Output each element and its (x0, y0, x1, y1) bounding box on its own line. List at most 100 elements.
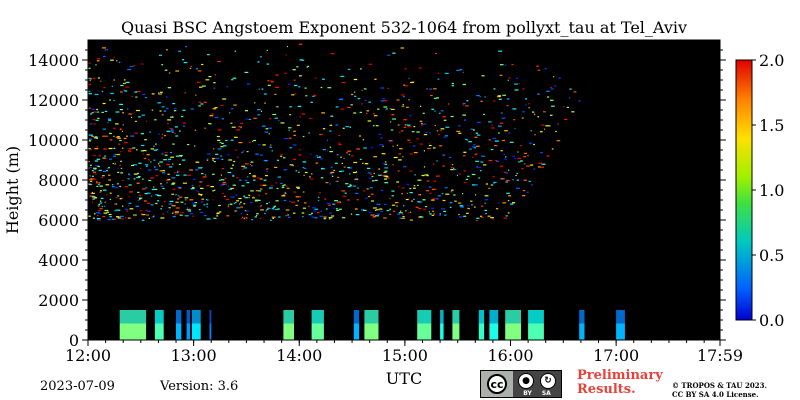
scatter-point (293, 130, 296, 132)
scatter-point (477, 121, 481, 123)
scatter-point (93, 155, 96, 157)
scatter-point (371, 175, 374, 178)
scatter-point (275, 74, 279, 76)
scatter-point (91, 135, 95, 138)
scatter-point (385, 108, 388, 110)
scatter-point (234, 210, 237, 212)
scatter-point (217, 129, 222, 131)
scatter-point (230, 139, 234, 141)
scatter-point (169, 151, 172, 154)
scatter-point (512, 179, 514, 181)
scatter-point (310, 101, 313, 103)
scatter-point (380, 189, 384, 192)
scatter-point (210, 123, 212, 125)
scatter-point (109, 158, 112, 160)
scatter-point (204, 174, 207, 176)
scatter-point (334, 162, 338, 164)
scatter-point (234, 201, 237, 204)
scatter-point (114, 210, 116, 212)
scatter-point (441, 208, 445, 210)
scatter-point (92, 171, 96, 173)
scatter-point (369, 177, 372, 179)
scatter-point (515, 174, 517, 177)
scatter-point (549, 125, 551, 127)
low-layer-segment-9 (364, 323, 379, 340)
scatter-point (238, 142, 243, 144)
scatter-point (236, 207, 241, 209)
scatter-point (255, 214, 258, 216)
scatter-point (427, 148, 429, 150)
scatter-point (211, 113, 214, 115)
scatter-point (257, 61, 260, 63)
scatter-point (182, 109, 186, 111)
scatter-point (140, 150, 144, 152)
scatter-point (206, 153, 211, 155)
scatter-point (502, 202, 507, 204)
scatter-point (225, 183, 228, 185)
scatter-point (270, 81, 274, 83)
scatter-point (101, 177, 103, 179)
scatter-point (564, 118, 568, 121)
scatter-point (508, 169, 510, 171)
scatter-point (266, 203, 268, 205)
scatter-point (138, 194, 142, 196)
scatter-point (274, 117, 278, 119)
scatter-point (289, 106, 292, 108)
scatter-point (263, 93, 267, 95)
scatter-point (108, 119, 112, 121)
scatter-point (403, 126, 407, 128)
scatter-point (159, 183, 162, 185)
scatter-point (412, 81, 415, 83)
scatter-point (93, 167, 97, 169)
scatter-point (213, 161, 216, 163)
scatter-point (98, 203, 101, 206)
scatter-point (437, 72, 439, 74)
scatter-point (175, 201, 179, 203)
scatter-point (299, 116, 301, 118)
low-layer-top-5 (209, 310, 212, 324)
scatter-point (550, 99, 554, 101)
scatter-point (224, 177, 227, 179)
scatter-point (262, 144, 266, 146)
scatter-point (429, 192, 432, 194)
scatter-point (492, 218, 494, 221)
scatter-point (195, 161, 200, 163)
scatter-point (120, 215, 124, 217)
scatter-point (546, 90, 550, 92)
scatter-point (195, 68, 199, 70)
scatter-point (93, 123, 96, 125)
scatter-point (500, 64, 504, 66)
scatter-point (174, 172, 176, 174)
scatter-point (333, 169, 336, 171)
scatter-point (406, 192, 408, 194)
scatter-point (338, 134, 341, 137)
scatter-point (492, 176, 495, 178)
scatter-point (189, 169, 193, 171)
scatter-point (501, 139, 506, 142)
scatter-point (240, 213, 243, 215)
scatter-point (481, 75, 485, 77)
scatter-point (99, 202, 103, 204)
scatter-point (397, 213, 401, 215)
scatter-point (228, 188, 232, 190)
scatter-point (129, 65, 134, 68)
scatter-point (256, 213, 259, 215)
scatter-point (139, 210, 143, 212)
scatter-point (113, 56, 116, 58)
scatter-point (423, 166, 426, 168)
scatter-point (109, 216, 112, 218)
axes: 12:00 13:00 14:00 15:00 16:00 17:00 17:5902000… (28, 39, 743, 365)
scatter-point (298, 171, 300, 173)
scatter-point (302, 161, 307, 163)
scatter-point (98, 210, 101, 212)
scatter-point (401, 213, 404, 215)
scatter-point (293, 158, 296, 160)
scatter-point (114, 187, 119, 189)
scatter-point (170, 129, 174, 131)
scatter-point (416, 138, 419, 140)
scatter-point (150, 177, 154, 179)
scatter-point (123, 79, 126, 81)
low-layer-top-4 (191, 310, 201, 324)
scatter-point (103, 170, 106, 172)
scatter-point (163, 159, 167, 161)
